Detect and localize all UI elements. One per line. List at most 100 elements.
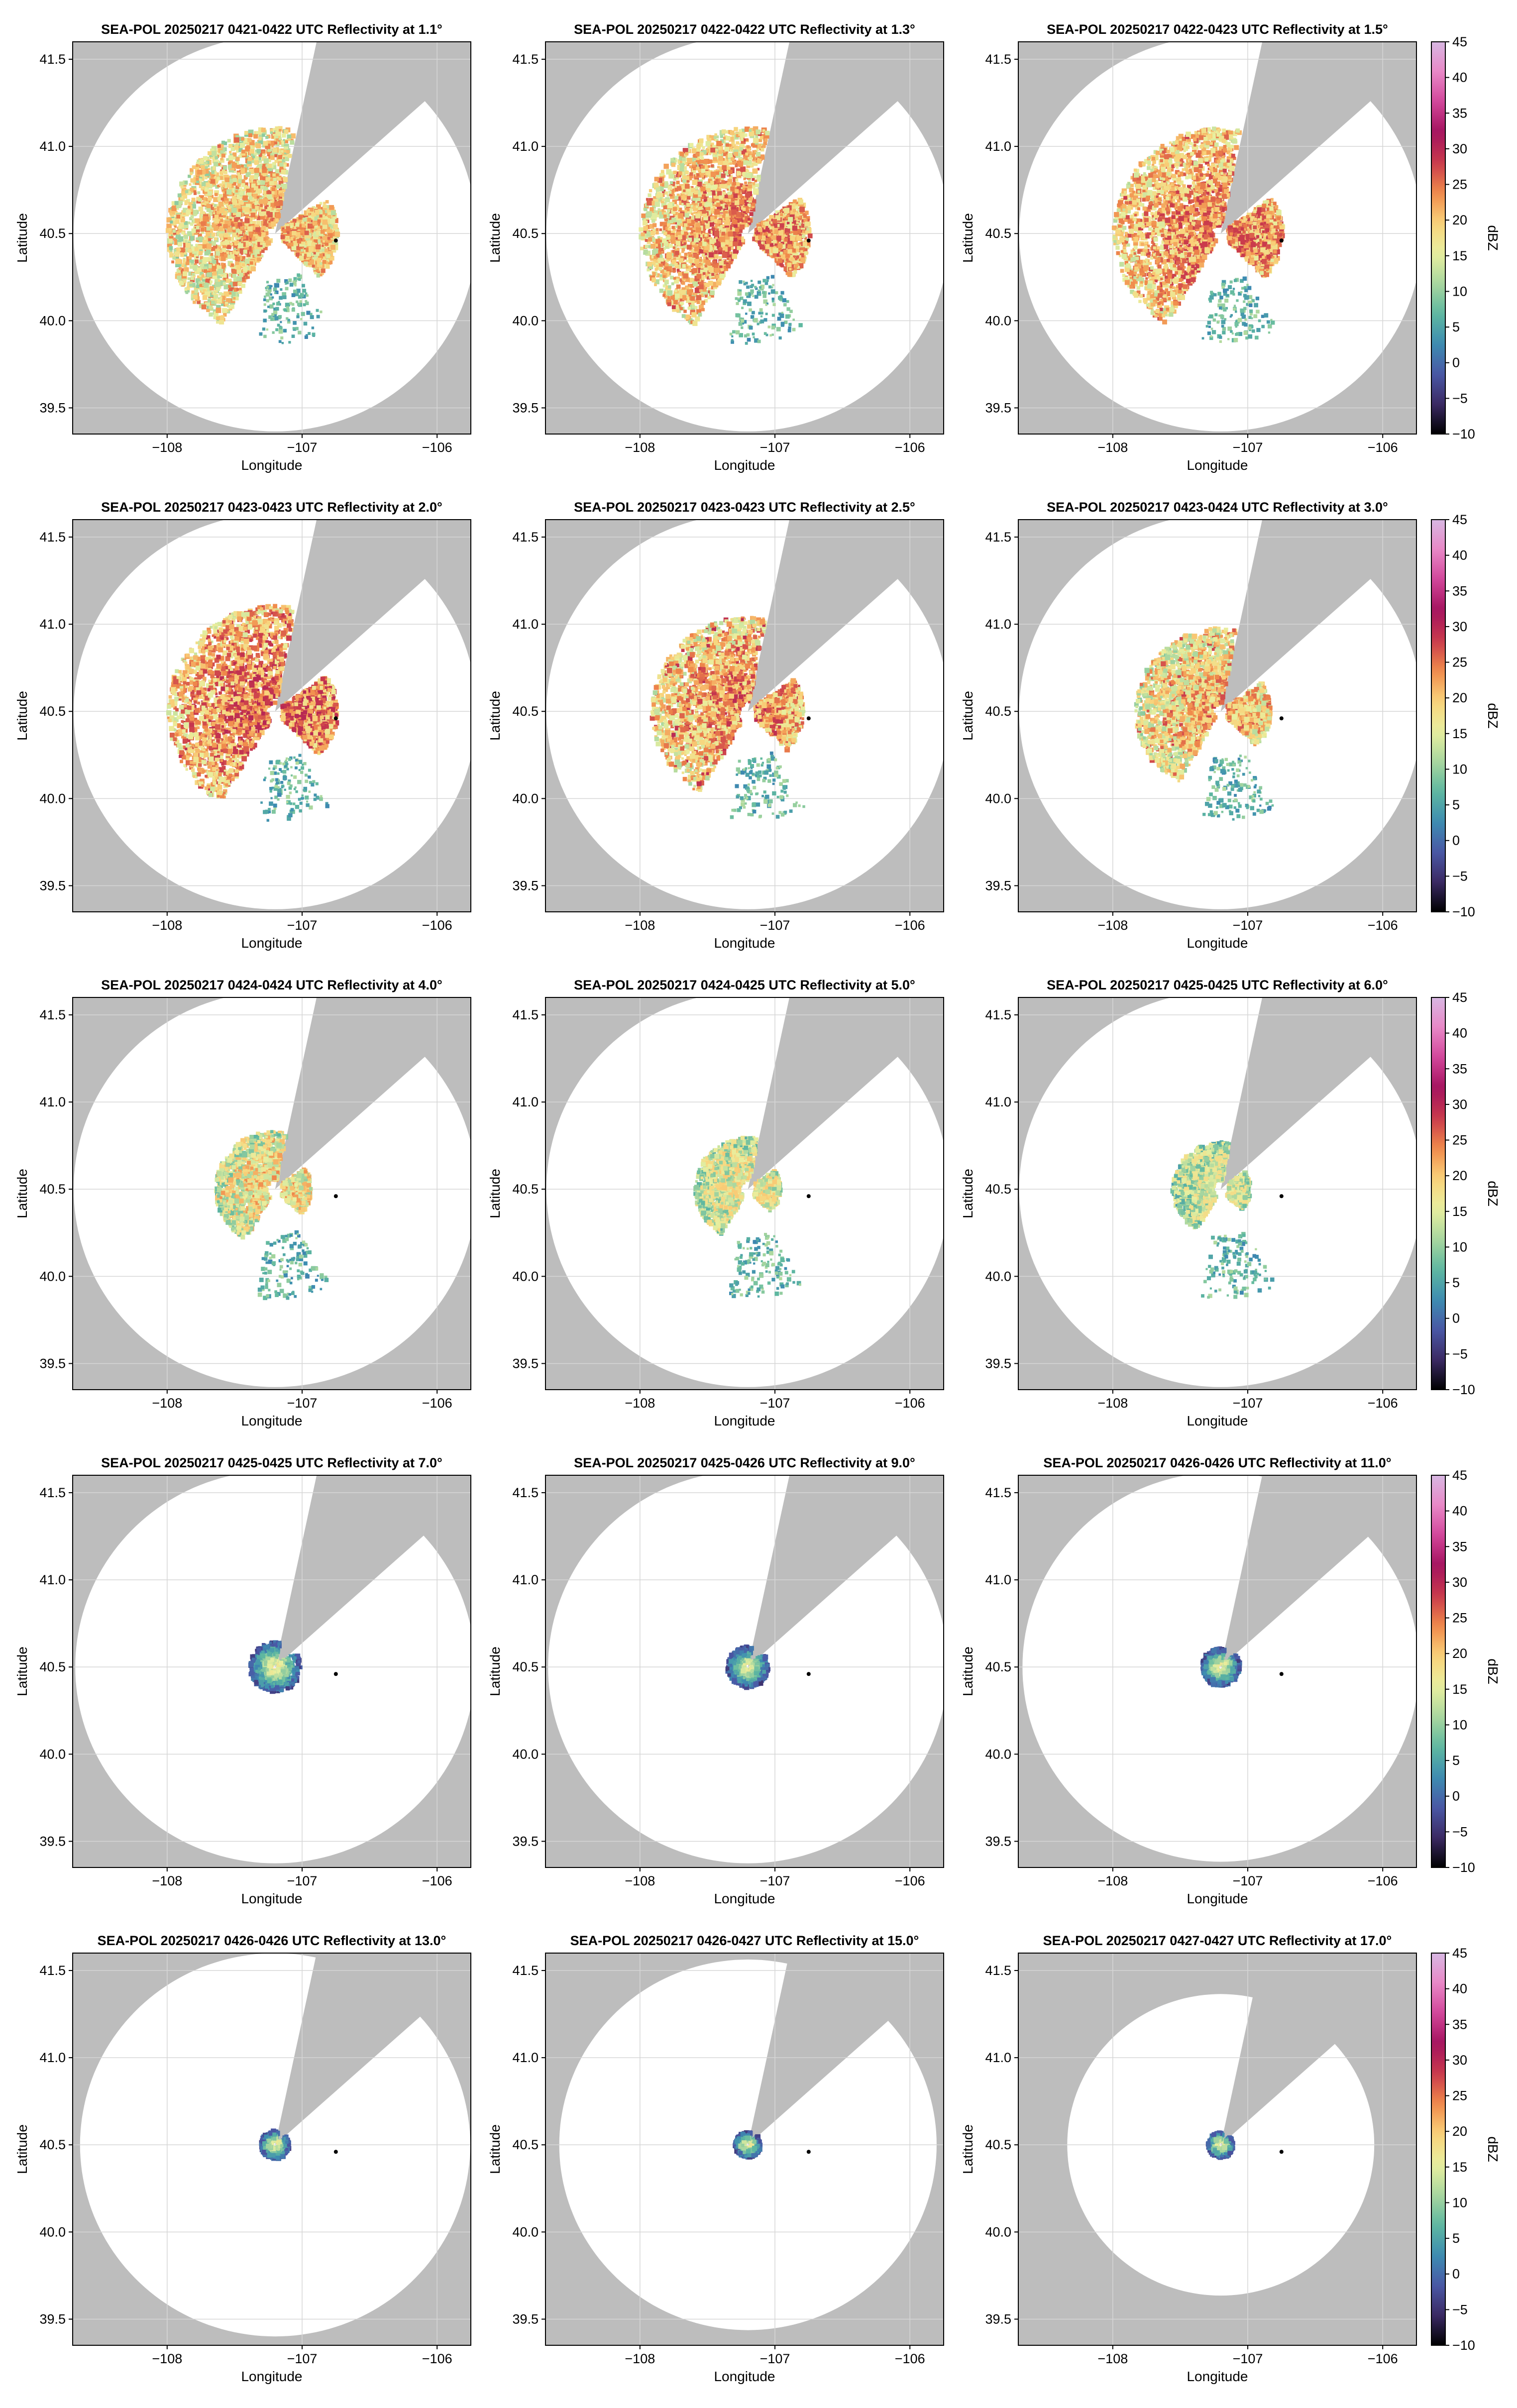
x-tick-label: −107 <box>760 440 790 455</box>
y-axis-label: Latitude <box>960 213 975 263</box>
x-tick-label: −108 <box>1097 440 1128 455</box>
x-tick-label: −108 <box>625 2351 655 2366</box>
colorbar-tick-label: 15 <box>1452 248 1467 263</box>
y-tick-label: 41.5 <box>512 1007 539 1022</box>
panel-7 <box>73 997 471 1390</box>
y-tick-label: 40.0 <box>985 1269 1011 1284</box>
y-tick-label: 40.0 <box>512 791 539 806</box>
colorbar-4 <box>1431 1475 1446 1868</box>
y-tick-label: 41.0 <box>985 139 1011 154</box>
y-tick-label: 39.5 <box>39 878 66 893</box>
x-axis-label: Longitude <box>714 457 775 473</box>
x-tick-label: −107 <box>760 2351 790 2366</box>
x-tick-label: −108 <box>152 440 182 455</box>
y-tick-label: 40.5 <box>512 1182 539 1197</box>
reflectivity-echoes <box>733 2130 763 2160</box>
x-tick-label: −106 <box>895 2351 925 2366</box>
colorbar-tick-label: 30 <box>1452 619 1467 634</box>
y-tick-label: 40.5 <box>512 226 539 241</box>
y-tick-label: 40.0 <box>39 2224 66 2239</box>
colorbar-tick-label: 5 <box>1452 2231 1460 2246</box>
colorbar-tick-label: −5 <box>1452 391 1468 406</box>
axes-frame <box>545 1953 944 2346</box>
panel-8 <box>545 997 944 1390</box>
x-tick-label: −108 <box>625 1396 655 1411</box>
x-tick-label: −106 <box>1368 1396 1398 1411</box>
axes-frame <box>72 519 471 912</box>
x-tick-label: −107 <box>287 2351 318 2366</box>
x-tick-label: −108 <box>152 1873 182 1888</box>
y-axis-label: Latitude <box>14 213 30 263</box>
x-tick-label: −107 <box>287 1873 318 1888</box>
site-marker <box>806 1194 811 1199</box>
y-tick-label: 41.5 <box>512 530 539 545</box>
colorbar-tick-label: 20 <box>1452 1646 1467 1661</box>
panel-3 <box>1018 42 1416 434</box>
x-tick-label: −108 <box>1097 2351 1128 2366</box>
y-tick-label: 41.0 <box>512 617 539 632</box>
y-tick-label: 40.0 <box>985 2224 1011 2239</box>
axes-frame <box>1018 997 1417 1390</box>
x-axis-label: Longitude <box>241 1891 302 1906</box>
reflectivity-echoes <box>725 1644 770 1690</box>
y-tick-label: 41.5 <box>985 530 1011 545</box>
x-axis-label: Longitude <box>241 457 302 473</box>
y-tick-label: 41.5 <box>39 530 66 545</box>
x-tick-label: −106 <box>422 2351 452 2366</box>
colorbar-tick-label: 45 <box>1452 1468 1467 1483</box>
colorbar-tick-label: 25 <box>1452 1133 1467 1148</box>
x-axis-label: Longitude <box>1187 1891 1248 1906</box>
y-axis-label: Latitude <box>487 1646 503 1696</box>
panel-title: SEA-POL 20250217 0422-0422 UTC Reflectiv… <box>574 22 915 37</box>
reflectivity-echoes <box>639 126 813 345</box>
x-tick-label: −107 <box>287 918 318 933</box>
colorbar-tick-label: 5 <box>1452 320 1460 334</box>
y-tick-label: 41.0 <box>985 2050 1011 2065</box>
colorbar-tick-label: 10 <box>1452 1239 1467 1254</box>
colorbar-tick-label: 0 <box>1452 1311 1460 1326</box>
reflectivity-echoes <box>1170 1140 1275 1299</box>
colorbar-tick-label: −5 <box>1452 869 1468 883</box>
panel-title: SEA-POL 20250217 0425-0426 UTC Reflectiv… <box>574 1455 915 1470</box>
x-tick-label: −106 <box>422 1873 452 1888</box>
x-tick-label: −106 <box>895 1873 925 1888</box>
colorbar-tick-label: 45 <box>1452 34 1467 49</box>
x-tick-label: −108 <box>152 918 182 933</box>
panel-6 <box>1018 520 1416 912</box>
colorbar-tick-label: 45 <box>1452 1946 1467 1961</box>
y-tick-label: 40.0 <box>39 791 66 806</box>
y-tick-label: 41.0 <box>985 1572 1011 1587</box>
panel-title: SEA-POL 20250217 0423-0424 UTC Reflectiv… <box>1047 500 1388 515</box>
y-tick-label: 40.5 <box>39 1182 66 1197</box>
colorbar-tick-label: 35 <box>1452 1061 1467 1076</box>
colorbar-tick-label: 5 <box>1452 1753 1460 1768</box>
y-axis-label: Latitude <box>960 2124 975 2174</box>
y-tick-label: 40.5 <box>985 1182 1011 1197</box>
site-marker <box>806 1672 811 1676</box>
x-tick-label: −107 <box>1233 918 1263 933</box>
colorbar-label: dBZ <box>1485 225 1501 250</box>
colorbar-tick-label: −10 <box>1452 427 1475 441</box>
colorbar-tick-label: 40 <box>1452 548 1467 563</box>
colorbar-tick-label: 25 <box>1452 2088 1467 2103</box>
site-marker <box>1279 1672 1284 1676</box>
colorbar-label: dBZ <box>1485 703 1501 728</box>
y-tick-label: 41.0 <box>39 1572 66 1587</box>
x-axis-label: Longitude <box>1187 2369 1248 2384</box>
y-tick-label: 41.5 <box>985 1963 1011 1978</box>
coverage-area <box>546 520 944 909</box>
x-tick-label: −108 <box>152 1396 182 1411</box>
y-tick-label: 41.0 <box>39 617 66 632</box>
colorbar-tick-label: 10 <box>1452 762 1467 776</box>
y-tick-label: 39.5 <box>512 1356 539 1371</box>
coverage-area <box>1019 997 1416 1387</box>
colorbar-tick-label: 0 <box>1452 2267 1460 2282</box>
x-tick-label: −108 <box>1097 1396 1128 1411</box>
y-tick-label: 41.5 <box>512 52 539 67</box>
panel-title: SEA-POL 20250217 0425-0425 UTC Reflectiv… <box>1047 978 1388 992</box>
colorbar-tick-label: 40 <box>1452 1026 1467 1041</box>
panel-13 <box>73 1953 471 2345</box>
panel-title: SEA-POL 20250217 0426-0426 UTC Reflectiv… <box>98 1933 446 1948</box>
panel-1 <box>73 42 471 434</box>
x-tick-label: −108 <box>1097 1873 1128 1888</box>
